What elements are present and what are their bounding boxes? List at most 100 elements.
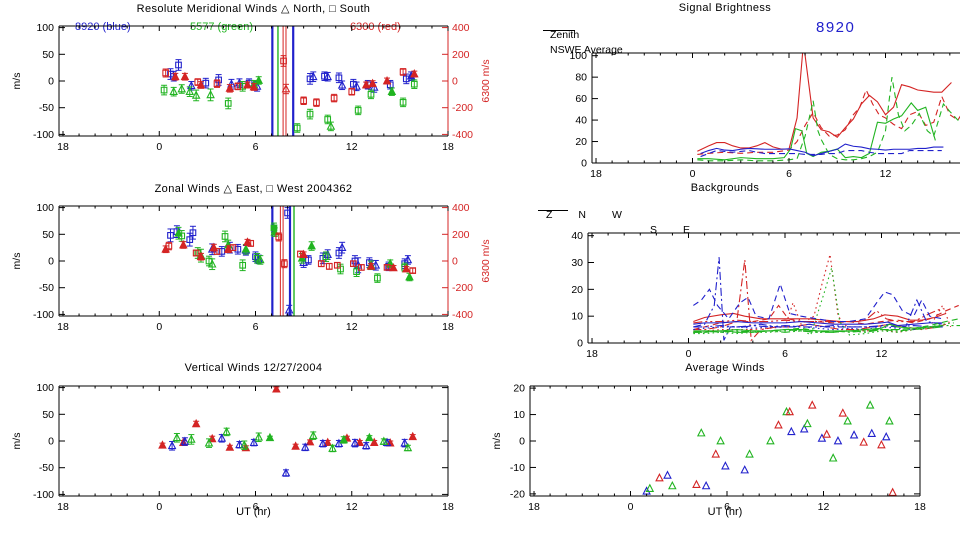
triangle-marker bbox=[281, 468, 291, 477]
y-tick-label: 0 bbox=[48, 256, 54, 268]
legend-label-s: S bbox=[650, 223, 658, 236]
triangle-marker bbox=[299, 249, 308, 258]
square-marker bbox=[221, 233, 229, 240]
triangle-marker bbox=[307, 241, 316, 250]
x-tick-label: 6 bbox=[253, 501, 259, 513]
square-marker bbox=[165, 242, 173, 250]
triangle-marker bbox=[206, 89, 215, 99]
y-tick-label: 20 bbox=[571, 284, 583, 296]
triangle-marker bbox=[867, 428, 877, 437]
triangle-marker bbox=[696, 428, 706, 437]
square-marker bbox=[213, 80, 221, 88]
square-marker bbox=[247, 240, 255, 247]
x-tick-label: 6 bbox=[786, 168, 792, 180]
triangle-marker bbox=[256, 254, 265, 264]
square-marker bbox=[409, 267, 417, 274]
triangle-marker bbox=[410, 69, 419, 78]
triangle-marker bbox=[838, 408, 848, 417]
panel-zonal-winds: Zonal Winds △ East, □ West 2004362 m/s 6… bbox=[0, 180, 492, 360]
triangle-marker bbox=[350, 438, 360, 447]
square-marker bbox=[239, 261, 247, 269]
y2-tick-label: 0 bbox=[452, 76, 458, 88]
triangle-marker bbox=[308, 71, 318, 81]
y-tick-label: -10 bbox=[510, 462, 525, 474]
panel-title: Backgrounds bbox=[690, 182, 760, 194]
series-6300-zonal bbox=[161, 232, 417, 274]
triangle-marker bbox=[400, 438, 409, 447]
triangle-marker bbox=[865, 400, 875, 409]
plot-series bbox=[697, 53, 960, 162]
triangle-marker bbox=[403, 254, 413, 264]
x-tick-label: 0 bbox=[628, 501, 634, 513]
panel-meridional-winds: Resolute Meridional Winds △ North, □ Sou… bbox=[0, 0, 492, 180]
triangle-marker bbox=[241, 244, 251, 253]
triangle-marker bbox=[877, 439, 886, 449]
triangle-marker bbox=[191, 418, 201, 428]
series-6300-Z bbox=[693, 307, 943, 324]
triangle-marker bbox=[254, 432, 264, 441]
triangle-marker bbox=[196, 251, 206, 261]
y-tick-label: 80 bbox=[575, 72, 587, 84]
triangle-marker bbox=[365, 432, 374, 442]
triangle-marker bbox=[265, 432, 275, 442]
triangle-marker bbox=[180, 436, 190, 445]
y-tick-label: 50 bbox=[42, 229, 54, 241]
triangle-marker bbox=[323, 437, 332, 446]
triangle-marker bbox=[655, 473, 664, 482]
brightness-legend: 180612180204060801000510152025 Zenith NS… bbox=[542, 27, 960, 180]
y2-tick-label: -400 bbox=[452, 309, 473, 321]
triangle-marker bbox=[822, 429, 832, 438]
x-tick-label: 12 bbox=[346, 321, 358, 333]
panel-title: Zonal Winds △ East, □ West 2004362 bbox=[154, 183, 353, 195]
triangle-marker bbox=[366, 261, 376, 270]
legend-label-z: Z bbox=[546, 208, 553, 221]
plot-series bbox=[161, 206, 417, 316]
square-marker bbox=[383, 264, 391, 271]
plot-series bbox=[642, 400, 897, 496]
y2-tick-label: 0 bbox=[452, 256, 458, 268]
triangle-marker bbox=[185, 86, 195, 96]
series-5577-S bbox=[693, 267, 954, 336]
y-tick-label: 0 bbox=[581, 158, 587, 170]
triangle-marker bbox=[281, 84, 291, 93]
y2-tick-label: 200 bbox=[452, 229, 470, 241]
series-6300-zenith bbox=[697, 88, 960, 155]
x-tick-label: 6 bbox=[782, 348, 788, 360]
triangle-marker bbox=[405, 272, 414, 281]
y-tick-label: 100 bbox=[36, 382, 54, 394]
triangle-marker bbox=[369, 437, 379, 446]
y-tick-label: 0 bbox=[577, 338, 583, 350]
legend-label-zenith: Zenith bbox=[550, 28, 580, 41]
triangle-marker bbox=[191, 90, 201, 99]
axes: 18061218010203040 bbox=[571, 230, 960, 360]
series-8920-average bbox=[642, 424, 891, 495]
triangle-marker bbox=[158, 440, 167, 449]
square-marker bbox=[374, 274, 381, 282]
square-marker bbox=[175, 61, 182, 69]
y-tick-label: -100 bbox=[33, 309, 54, 321]
x-axis-label: UT (hr) bbox=[707, 506, 743, 518]
wavelength-label-6300: 6300 (red) bbox=[350, 21, 401, 33]
series-8920-nswe-average bbox=[700, 143, 944, 157]
x-tick-label: 18 bbox=[442, 321, 454, 333]
x-tick-label: 12 bbox=[818, 501, 830, 513]
series-8920-Z bbox=[693, 325, 943, 328]
y-tick-label: 40 bbox=[575, 115, 587, 127]
y-tick-label: 30 bbox=[571, 257, 583, 269]
x-tick-label: 6 bbox=[253, 141, 259, 153]
triangle-marker bbox=[291, 441, 300, 450]
y2-tick-label: 200 bbox=[452, 49, 470, 61]
square-marker bbox=[333, 261, 341, 269]
legend-row: S E bbox=[538, 210, 708, 237]
y2-tick-label: -200 bbox=[452, 102, 473, 114]
legend-label-e: E bbox=[683, 223, 691, 236]
triangle-marker bbox=[187, 434, 196, 443]
plot-series bbox=[158, 386, 418, 477]
panel-title: Average Winds bbox=[685, 362, 765, 374]
triangle-marker bbox=[355, 437, 365, 446]
triangle-marker bbox=[308, 430, 318, 440]
square-marker bbox=[322, 253, 330, 261]
